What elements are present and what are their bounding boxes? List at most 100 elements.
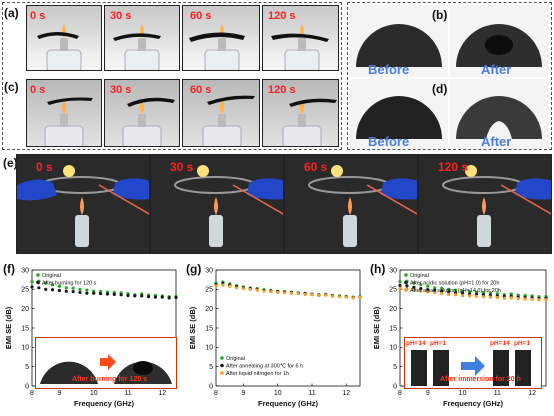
panel-d-after-label: After (481, 134, 512, 149)
data-point-h-s2 (509, 296, 513, 300)
data-point-h-s1 (419, 286, 423, 291)
alcohol-lamp-icon (202, 95, 255, 146)
data-point-f-s0 (71, 286, 75, 290)
data-point-h-s0 (488, 291, 492, 295)
x-tick-label: 10 (459, 390, 467, 397)
y-tick-label: 5 (25, 364, 29, 371)
panel-c-time-1: 0 s (30, 84, 46, 96)
legend-label: After alkali solution (pH=14.0) for 20h (410, 288, 501, 294)
legend-label: After burning for 120 s (42, 281, 97, 287)
data-point-h-s2 (433, 291, 437, 295)
x-tick-label: 10 (274, 390, 282, 397)
x-tick-label: 12 (528, 390, 536, 397)
y-tick-label: 5 (209, 364, 213, 371)
data-point-f-s1 (133, 294, 137, 298)
data-point-h-s0 (467, 290, 472, 294)
panel-d-photo-after (450, 79, 549, 149)
panel-a-photo-4 (262, 5, 339, 71)
panel-label-c: (c) (4, 80, 19, 94)
data-point-f-s1 (30, 285, 34, 289)
legend-marker (36, 280, 40, 285)
data-point-f-s1 (71, 290, 75, 294)
panel-e-photo-2 (150, 154, 284, 254)
x-tick-label: 12 (342, 390, 350, 397)
data-point-h-s2 (398, 286, 402, 290)
data-point-h-s2 (488, 295, 492, 299)
panel-d-photo-before (350, 79, 448, 149)
data-point-h-s1 (447, 290, 451, 294)
y-tick-label: 25 (389, 287, 397, 294)
y-tick-label: 30 (389, 267, 397, 274)
alcohol-lamp-icon (44, 97, 93, 146)
data-point-f-s0 (50, 283, 55, 287)
data-point-h-s0 (454, 288, 458, 292)
x-tick-label: 11 (124, 390, 131, 397)
x-axis-title: Frequency (GHz) (258, 399, 319, 408)
x-tick-label: 8 (30, 390, 34, 397)
circuit-test-icon (151, 155, 283, 253)
x-tick-label: 8 (398, 390, 402, 397)
panel-c-time-4: 120 s (268, 84, 296, 96)
panel-label-a: (a) (4, 6, 19, 20)
panel-b-before-label: Before (368, 62, 410, 77)
data-point-g-s2 (296, 291, 300, 296)
data-point-g-s2 (269, 290, 273, 294)
data-point-g-s2 (351, 296, 355, 300)
legend-marker (404, 273, 408, 277)
panel-b-after-label: After (481, 62, 512, 77)
x-tick-label: 11 (494, 390, 501, 397)
circuit-test-icon (419, 155, 551, 253)
panel-c-photo-3 (182, 79, 260, 147)
panel-f-inset-caption: After burning for 120 s (72, 376, 148, 383)
circuit-test-icon (17, 155, 149, 253)
y-tick-label: 20 (389, 306, 397, 313)
data-point-g-s2 (344, 295, 348, 299)
data-point-g-s2 (276, 290, 280, 295)
y-axis-title: EMI SE (dB) (4, 306, 13, 349)
alcohol-lamp-icon (282, 98, 337, 146)
data-point-g-s2 (255, 288, 259, 292)
data-point-g-s2 (234, 286, 239, 290)
panel-f-inset (35, 337, 177, 389)
panel-label-f: (f) (3, 262, 15, 276)
data-point-h-s2 (544, 298, 548, 302)
data-point-g-s2 (221, 283, 225, 287)
panel-label-g: (g) (186, 262, 202, 276)
data-point-g-s2 (214, 284, 218, 288)
data-point-f-s1 (160, 295, 164, 299)
legend-label: After annealing at 300℃ for 6 h (226, 364, 303, 370)
data-point-g-s2 (228, 284, 232, 288)
panel-label-h: (h) (370, 262, 386, 276)
legend-label: Original (226, 356, 245, 362)
film-before-after-icon (40, 354, 172, 384)
immersion-samples-icon (411, 350, 531, 386)
panel-b-photo-after (450, 5, 549, 77)
data-point-f-s0 (44, 281, 48, 285)
data-point-g-s2 (289, 291, 294, 295)
x-tick-label: 10 (90, 390, 98, 397)
data-point-f-s1 (140, 294, 144, 298)
data-point-h-s0 (447, 287, 451, 291)
data-point-h-s2 (440, 291, 444, 296)
panel-h-ph-3: pH=14 (490, 340, 510, 347)
panel-a-time-2: 30 s (110, 10, 132, 22)
data-point-h-s0 (412, 281, 416, 285)
data-point-f-s0 (78, 287, 82, 291)
y-tick-label: 0 (393, 383, 397, 390)
data-point-h-s0 (426, 284, 430, 288)
legend-marker (220, 371, 224, 375)
panel-h-inset-caption: After immersion for 20 h (440, 376, 521, 383)
panel-h-ph-2: pH=1 (430, 340, 447, 347)
data-point-g-s2 (310, 293, 314, 297)
data-point-f-s1 (167, 296, 171, 300)
data-point-f-s1 (146, 295, 151, 299)
legend-label: After acidic solution (pH=1.0) for 20h (410, 281, 499, 287)
data-point-h-s0 (509, 292, 513, 296)
y-tick-label: 15 (21, 325, 29, 332)
y-tick-label: 0 (209, 383, 213, 390)
panel-c-time-2: 30 s (110, 84, 132, 96)
data-point-f-s1 (119, 293, 123, 297)
data-point-f-s1 (85, 291, 89, 295)
data-point-h-s0 (419, 283, 423, 287)
legend-marker (36, 273, 40, 277)
